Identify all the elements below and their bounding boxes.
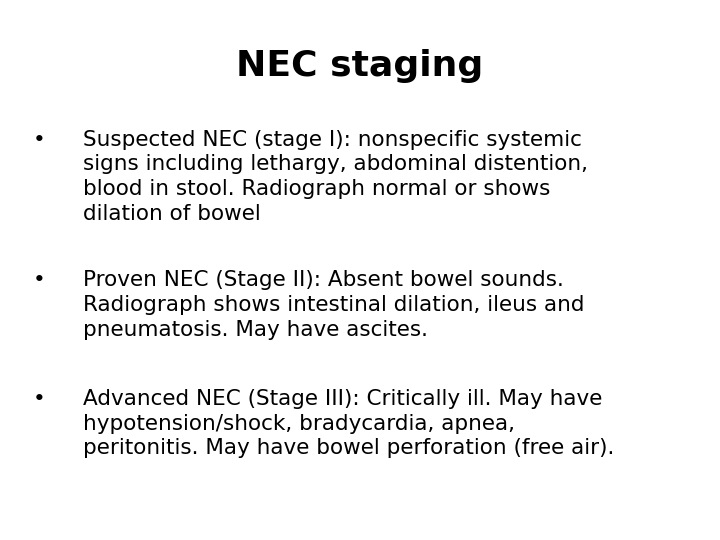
Text: •: • xyxy=(33,270,46,290)
Text: •: • xyxy=(33,130,46,150)
Text: Proven NEC (Stage II): Absent bowel sounds.
Radiograph shows intestinal dilation: Proven NEC (Stage II): Absent bowel soun… xyxy=(83,270,585,340)
Text: Suspected NEC (stage I): nonspecific systemic
signs including lethargy, abdomina: Suspected NEC (stage I): nonspecific sys… xyxy=(83,130,588,224)
Text: NEC staging: NEC staging xyxy=(236,49,484,83)
Text: Advanced NEC (Stage III): Critically ill. May have
hypotension/shock, bradycardi: Advanced NEC (Stage III): Critically ill… xyxy=(83,389,614,458)
Text: •: • xyxy=(33,389,46,409)
